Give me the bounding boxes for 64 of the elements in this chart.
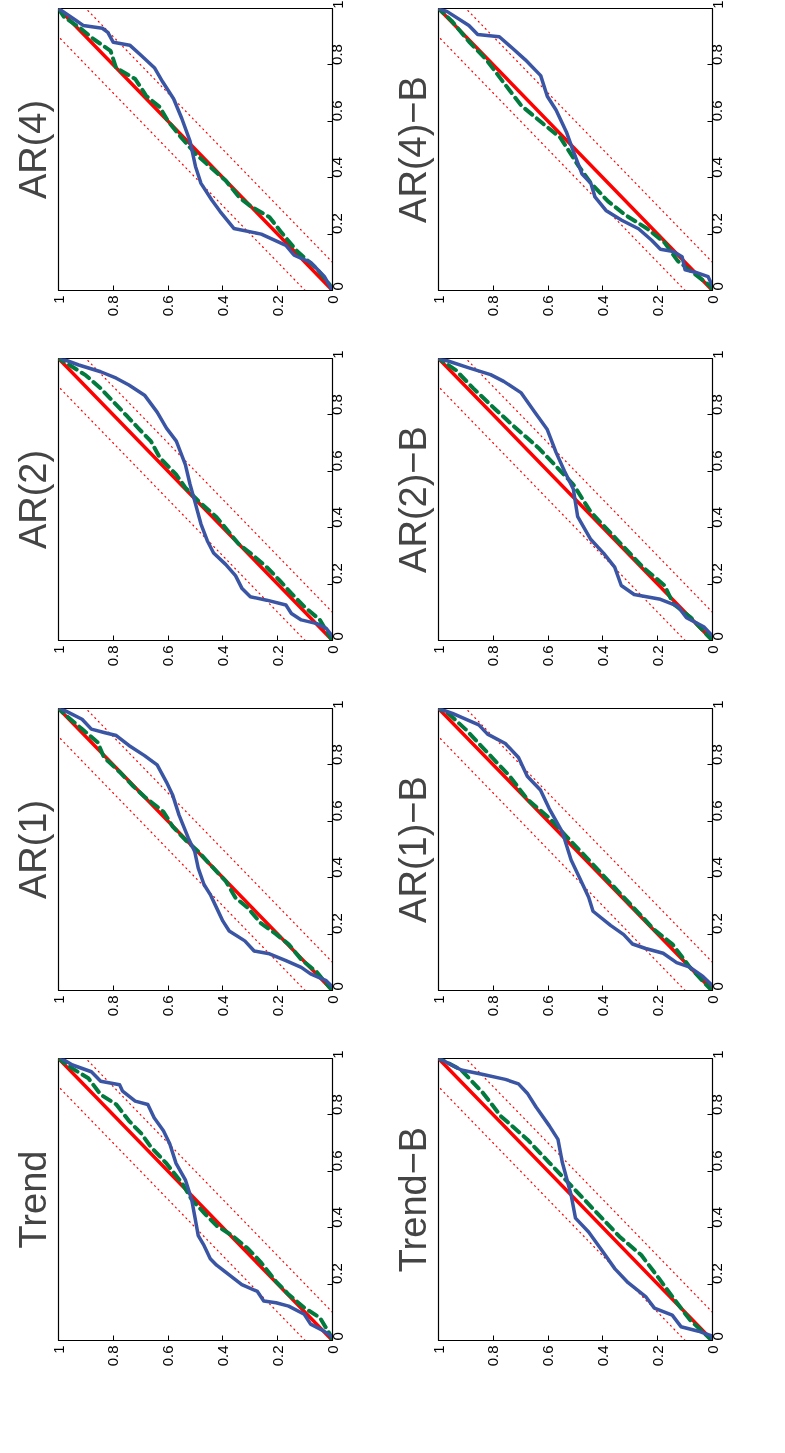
x-tick-label: 0.6	[159, 295, 177, 317]
x-tick-label: 0.2	[268, 645, 286, 667]
x-tick-label: 0.8	[104, 995, 122, 1017]
y-tick-label: 0	[328, 982, 346, 991]
y-tick-label: 1	[328, 700, 346, 709]
x-tick-label: 0.4	[593, 645, 611, 667]
x-tick-label: 1	[49, 1345, 67, 1354]
x-tick-label: 1	[49, 295, 67, 304]
x-tick-label: 0.4	[213, 995, 231, 1017]
x-tick-label: 0.4	[213, 1345, 231, 1367]
x-tick-label: 0.4	[213, 645, 231, 667]
text: AR(1)−B	[391, 776, 434, 923]
x-tick-label: 1	[49, 645, 67, 654]
x-tick-label: 0.6	[159, 995, 177, 1017]
x-tick-label: 1	[429, 995, 447, 1004]
y-tick-label: 0	[328, 1332, 346, 1341]
y-tick-label: 1	[328, 350, 346, 359]
x-tick-label: 0.8	[484, 1345, 502, 1367]
x-tick-label: 0.6	[539, 995, 557, 1017]
x-tick-label: 0.8	[104, 645, 122, 667]
y-tick-label: 1	[328, 0, 346, 9]
x-tick-label: 1	[429, 645, 447, 654]
x-tick-label: 0.4	[593, 1345, 611, 1367]
y-tick-label: 0	[328, 282, 346, 291]
x-tick-label: 0.4	[593, 995, 611, 1017]
text: AR(1)	[11, 799, 54, 900]
x-tick-label: 0.6	[539, 645, 557, 667]
y-tick-label: 1	[328, 1050, 346, 1059]
x-tick-label: 0.2	[648, 1345, 666, 1367]
x-tick-label: 0.8	[484, 995, 502, 1017]
text: Trend	[11, 1150, 54, 1249]
x-tick-label: 0.2	[268, 295, 286, 317]
x-tick-label: 1	[49, 995, 67, 1004]
x-tick-label: 0.8	[484, 645, 502, 667]
y-tick-label: 1	[708, 0, 726, 9]
x-tick-label: 0.2	[648, 995, 666, 1017]
x-tick-label: 0.6	[159, 1345, 177, 1367]
text: AR(4)−B	[391, 76, 434, 223]
x-tick-label: 0.8	[484, 295, 502, 317]
y-tick-label: 1	[708, 1050, 726, 1059]
x-tick-label: 0.2	[648, 645, 666, 667]
x-tick-label: 1	[429, 1345, 447, 1354]
y-tick-label: 0	[708, 982, 726, 991]
x-tick-label: 0.8	[104, 295, 122, 317]
x-tick-label: 0.6	[159, 645, 177, 667]
x-tick-label: 0.2	[648, 295, 666, 317]
text: AR(2)	[11, 449, 54, 550]
x-tick-label: 0.8	[104, 1345, 122, 1367]
y-tick-label: 1	[708, 350, 726, 359]
x-tick-label: 0.2	[268, 995, 286, 1017]
y-tick-label: 1	[708, 700, 726, 709]
y-tick-label: 0	[328, 632, 346, 641]
x-tick-label: 1	[429, 295, 447, 304]
x-tick-label: 0.6	[539, 295, 557, 317]
text: Trend−B	[391, 1126, 434, 1273]
x-tick-label: 0.2	[268, 1345, 286, 1367]
y-tick-label: 0	[708, 632, 726, 641]
text: AR(2)−B	[391, 426, 434, 573]
x-tick-label: 0.4	[593, 295, 611, 317]
y-tick-label: 0	[708, 282, 726, 291]
x-tick-label: 0.4	[213, 295, 231, 317]
y-tick-label: 0	[708, 1332, 726, 1341]
x-tick-label: 0.6	[539, 1345, 557, 1367]
text: AR(4)	[11, 99, 54, 200]
